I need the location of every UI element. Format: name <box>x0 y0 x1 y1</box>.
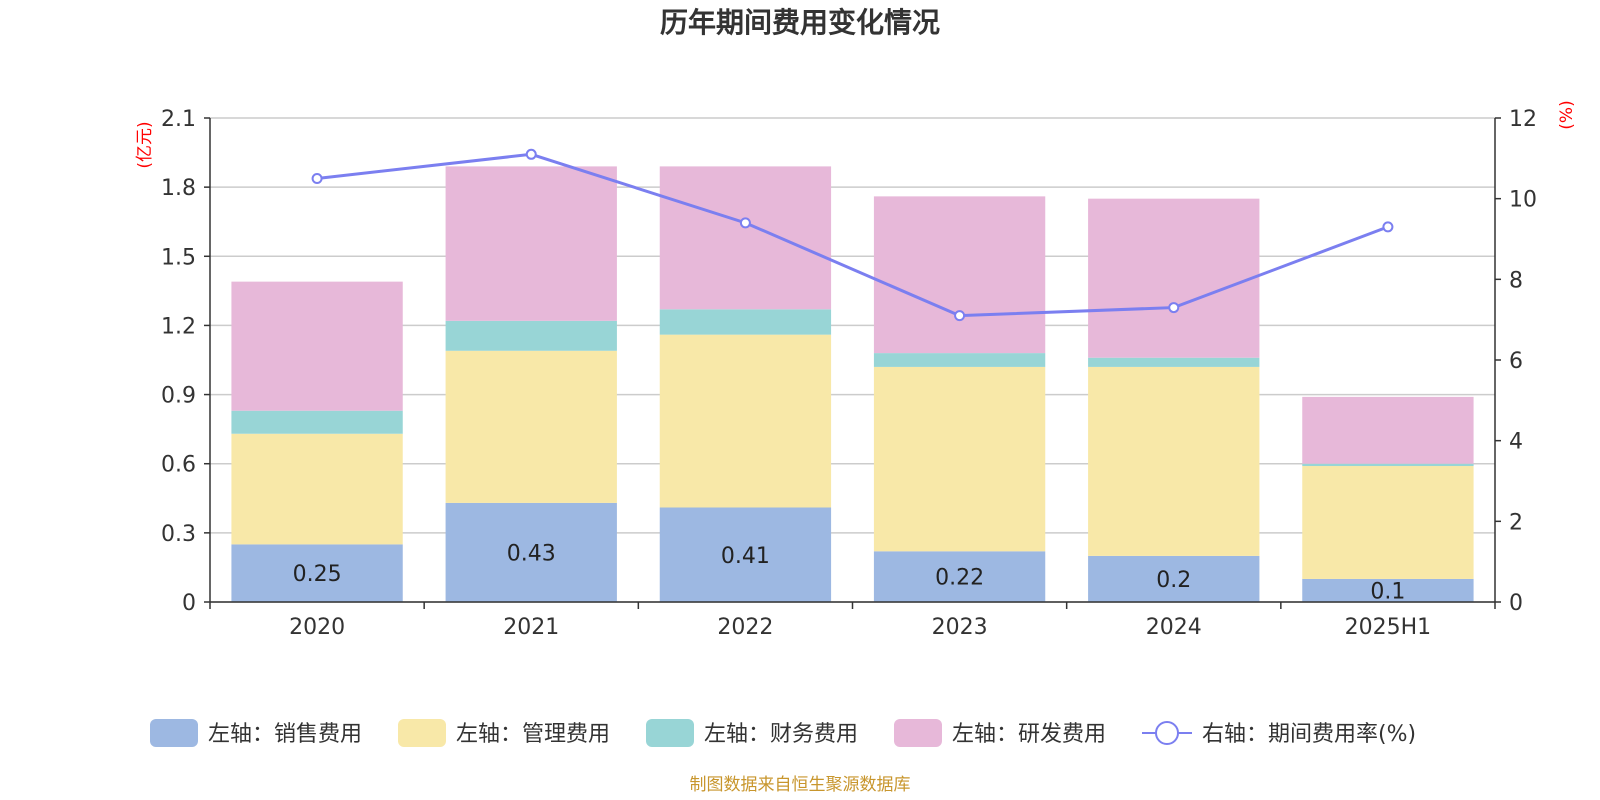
right-axis-tick-label: 2 <box>1509 510 1523 535</box>
legend-label: 右轴：期间费用率(%) <box>1202 722 1416 747</box>
bar-segment <box>1088 357 1260 367</box>
left-axis-tick-label: 0 <box>182 591 196 616</box>
bar-segment <box>1302 463 1474 467</box>
gridlines <box>210 117 1495 603</box>
x-axis-tick-label: 2024 <box>1146 615 1202 640</box>
legend-marker <box>1155 721 1179 745</box>
bar-segment <box>445 350 617 503</box>
right-axis-tick-label: 12 <box>1509 107 1537 132</box>
right-axis-tick-label: 6 <box>1509 349 1523 374</box>
legend-label: 左轴：财务费用 <box>704 722 858 747</box>
left-axis-tick-label: 0.6 <box>161 453 196 478</box>
left-axis-tick-label: 2.1 <box>161 107 196 132</box>
bar-segment <box>873 196 1046 354</box>
expense-rate-point <box>525 148 537 160</box>
bar-segment <box>873 366 1046 552</box>
bar-segment <box>445 320 617 351</box>
bar-segment <box>873 353 1046 367</box>
x-axis-tick-label: 2022 <box>717 615 773 640</box>
bar-segment <box>1302 578 1474 602</box>
expense-rate-point <box>1382 221 1394 233</box>
axes: 0 0.3 0.6 0.9 1.2 1.5 1.8 2.1 0 2 4 6 8 10 12 2020 2021 2… <box>161 107 1537 640</box>
left-axis-tick-label: 1.5 <box>161 245 196 270</box>
bar-data-label: 0.22 <box>935 566 984 591</box>
bar-segment <box>231 433 403 545</box>
expense-rate-point <box>311 173 323 184</box>
bar-segment <box>1088 555 1260 602</box>
left-axis-tick-label: 1.2 <box>161 314 196 339</box>
expense-rate-point <box>954 310 966 322</box>
left-axis-tick-label: 1.8 <box>161 176 196 201</box>
legend-label: 左轴：销售费用 <box>208 722 362 747</box>
bar-segment <box>445 502 617 602</box>
right-axis-unit: (%) <box>1557 100 1577 129</box>
bar-segment <box>659 166 832 310</box>
bar-segment <box>659 334 832 508</box>
x-axis-tick-label: 2020 <box>289 615 345 640</box>
expense-rate-line <box>311 148 1394 322</box>
bar-segment <box>1302 396 1474 464</box>
bar-data-label: 0.25 <box>293 562 342 587</box>
legend-label: 左轴：研发费用 <box>952 722 1106 747</box>
expense-rate-line-path <box>316 152 1389 318</box>
right-axis-tick-label: 10 <box>1509 188 1537 213</box>
legend-swatch <box>646 719 694 747</box>
legend-label: 左轴：管理费用 <box>456 722 610 747</box>
expense-rate-point <box>739 217 751 229</box>
source-note: 制图数据来自恒生聚源数据库 <box>690 775 911 795</box>
bar-segment <box>1088 366 1260 556</box>
left-axis-unit: (亿元) <box>135 121 155 168</box>
bar-segment <box>445 166 617 321</box>
legend-swatch <box>150 719 198 747</box>
chart-title: 历年期间费用变化情况 <box>660 6 940 39</box>
expense-rate-point <box>1168 302 1180 314</box>
bar-stacks: 0.25 0.43 0.41 0.22 0.2 0.1 <box>231 166 1474 604</box>
bar-data-label: 0.41 <box>721 544 770 569</box>
x-axis-tick-label: 2025H1 <box>1345 615 1432 640</box>
legend-swatch <box>398 719 446 747</box>
x-axis-tick-label: 2021 <box>503 615 559 640</box>
left-axis-tick-label: 0.3 <box>161 522 196 547</box>
legend: 左轴：销售费用 左轴：管理费用 左轴：财务费用 左轴：研发费用 右轴：期间费用率(%) <box>150 719 1416 747</box>
x-axis-tick-label: 2023 <box>932 615 988 640</box>
bar-segment <box>659 507 832 602</box>
right-axis-tick-label: 4 <box>1509 430 1523 455</box>
bar-segment <box>659 309 832 335</box>
bar-data-label: 0.43 <box>507 541 556 566</box>
bar-data-label: 0.2 <box>1156 568 1191 593</box>
legend-swatch <box>894 719 942 747</box>
bar-data-label: 0.1 <box>1370 579 1405 604</box>
right-axis-tick-label: 0 <box>1509 591 1523 616</box>
bar-segment <box>231 410 403 434</box>
bar-segment <box>1302 466 1474 579</box>
bar-segment <box>231 281 403 411</box>
bar-segment <box>873 551 1046 602</box>
left-axis-tick-label: 0.9 <box>161 384 196 409</box>
bar-segment <box>1088 198 1260 358</box>
bar-segment <box>231 544 403 602</box>
right-axis-tick-label: 8 <box>1509 268 1523 293</box>
